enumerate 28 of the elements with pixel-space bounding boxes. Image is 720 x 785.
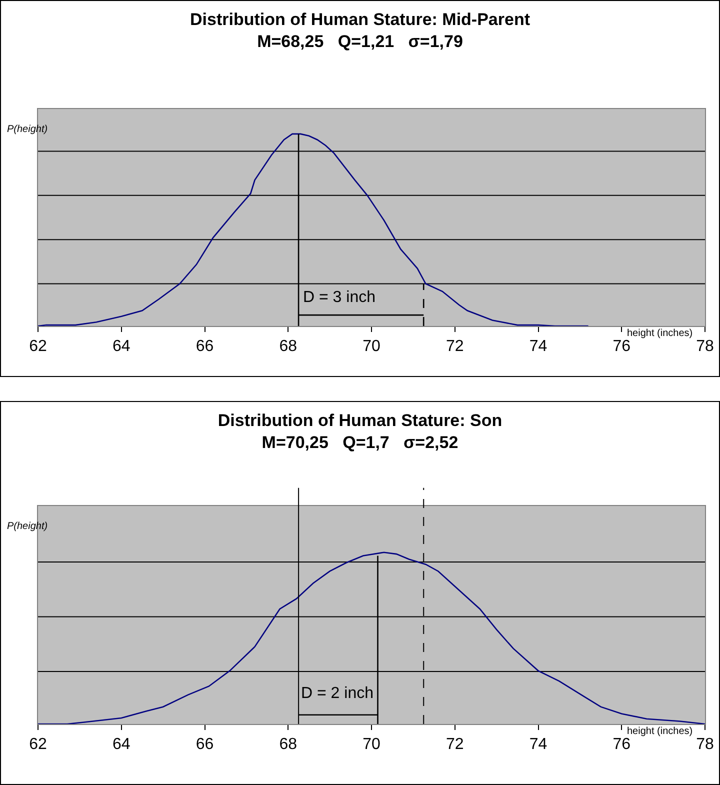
chart-title: Distribution of Human Stature: Mid-Parent: [190, 10, 530, 29]
x-tick-label: 66: [196, 736, 214, 754]
x-tick-label: 70: [362, 338, 380, 356]
annotation: D = 2 inch: [301, 685, 374, 702]
x-tick-label: 64: [112, 338, 130, 356]
x-axis-title: height (inches): [627, 726, 693, 737]
chart-subtitle: M=68,25 Q=1,21 σ=1,79: [257, 32, 463, 52]
chart-title: Distribution of Human Stature: Son: [218, 411, 502, 430]
x-tick-label: 66: [196, 338, 214, 356]
x-tick-label: 74: [529, 338, 548, 356]
x-tick-label: 70: [362, 736, 380, 754]
chart-subtitle: M=70,25 Q=1,7 σ=2,52: [262, 433, 458, 452]
x-tick-label: 78: [696, 736, 714, 754]
x-tick-label: 72: [446, 338, 464, 356]
x-tick-label: 74: [529, 736, 548, 754]
x-tick-label: 64: [112, 736, 130, 754]
x-tick-label: 76: [612, 338, 631, 356]
x-tick-label: 76: [612, 736, 631, 754]
x-tick-label: 72: [446, 736, 464, 754]
y-axis-title: P(height): [7, 521, 48, 532]
x-tick-label: 62: [29, 736, 47, 754]
x-tick-label: 62: [29, 338, 47, 356]
x-tick-label: 68: [279, 736, 298, 754]
y-axis-title: P(height): [7, 124, 48, 135]
x-axis-title: height (inches): [627, 328, 693, 339]
x-tick-label: 68: [279, 338, 298, 356]
annotation: D = 3 inch: [303, 289, 376, 306]
x-tick-label: 78: [696, 338, 714, 356]
